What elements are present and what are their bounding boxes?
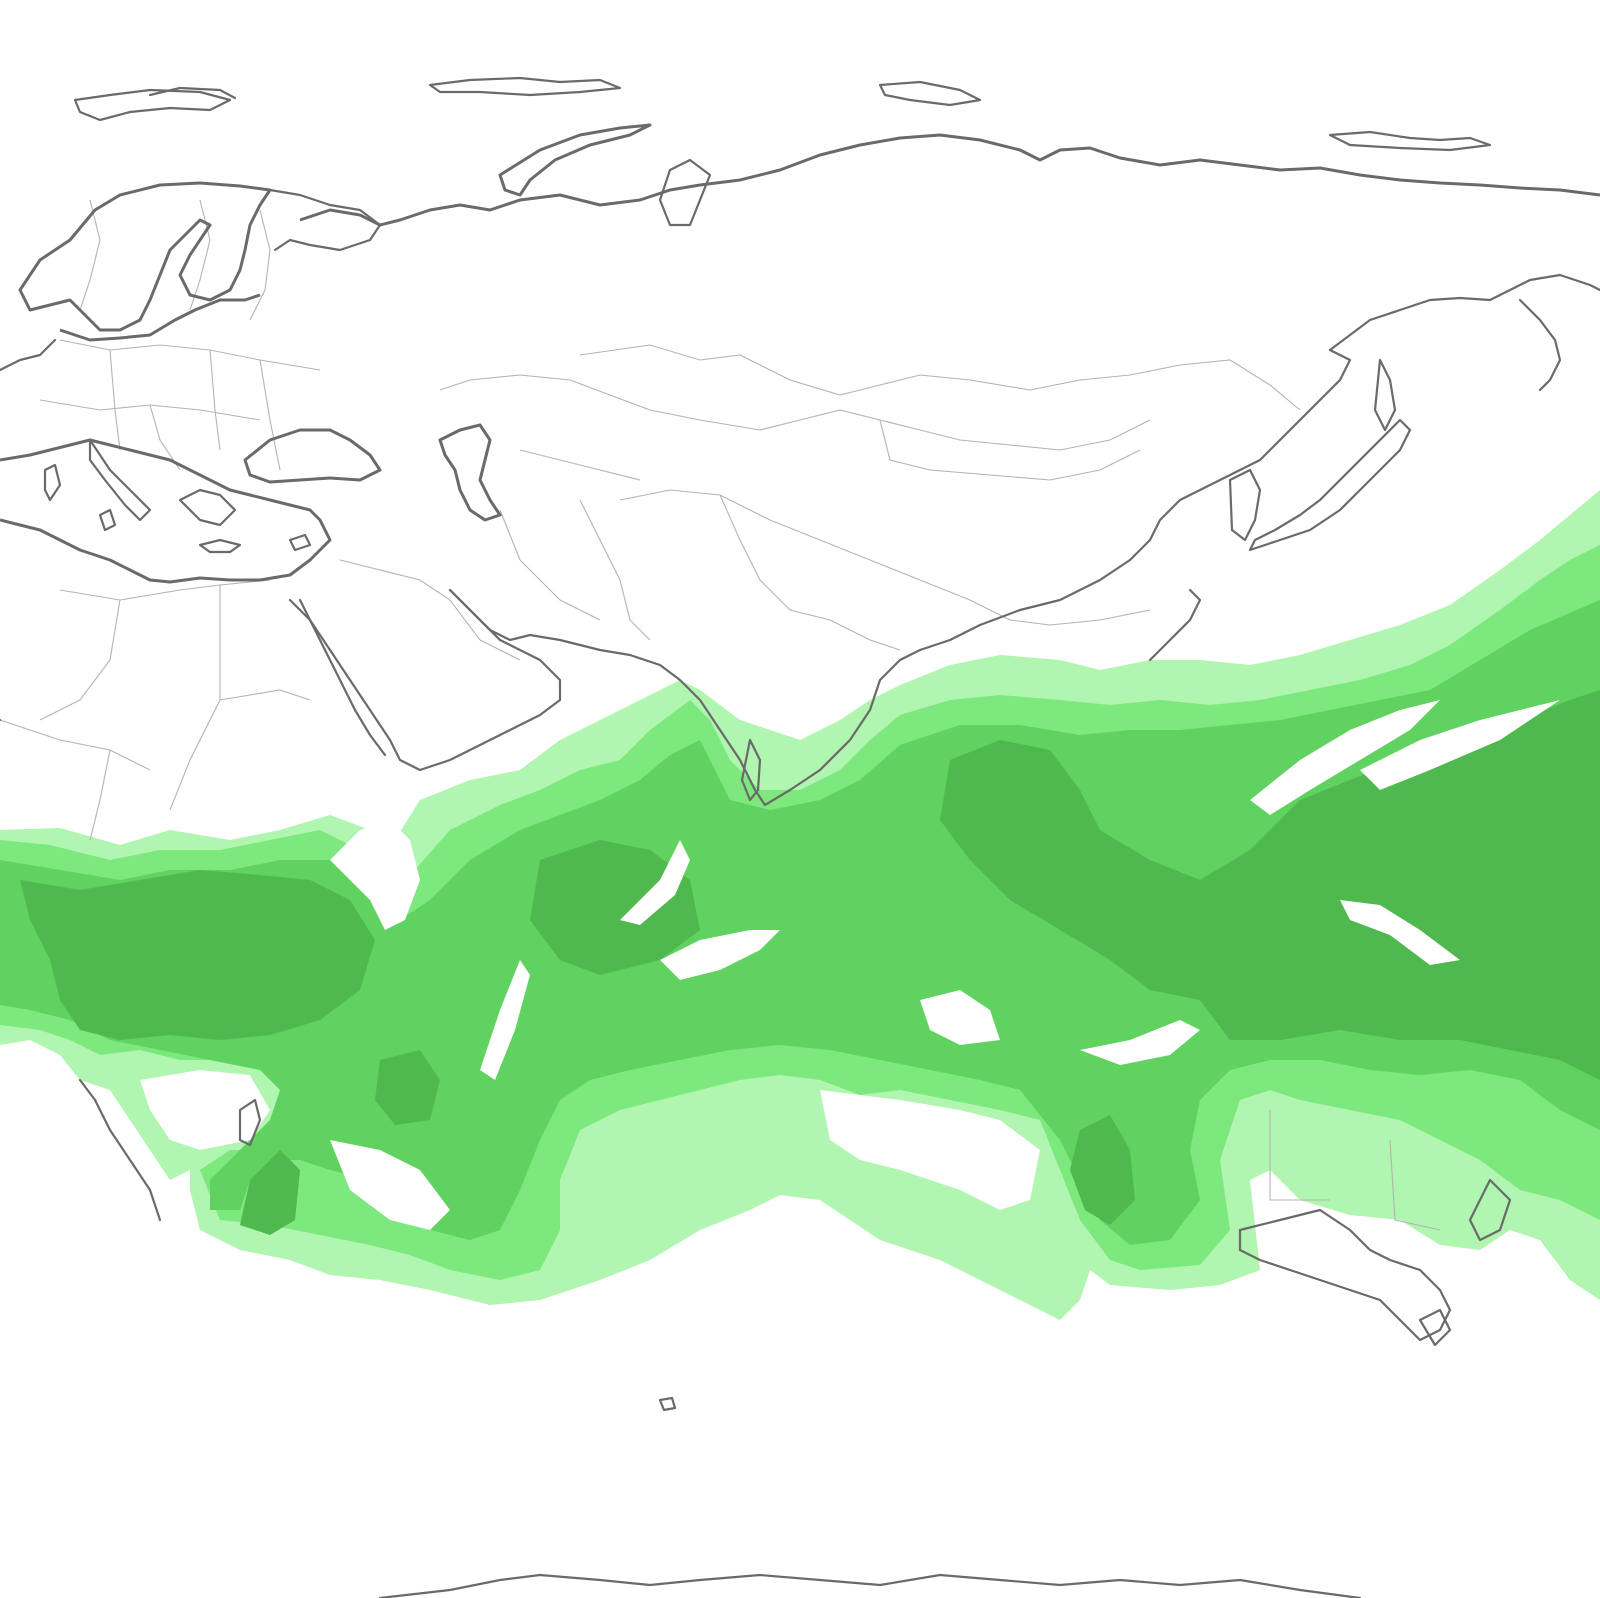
contour-gap-streak-2 [1360,700,1560,790]
country-borders [0,199,1441,1231]
contour-gap-south-east [820,1090,1040,1210]
contour-level-4-west [20,870,375,1040]
contour-gap-streak-3 [1340,900,1460,965]
contour-gap-streak-1 [1250,700,1440,815]
coastlines [0,76,1600,1598]
contour-gap-mid-3 [1080,1020,1200,1065]
contour-level-4-south-a [240,1150,300,1235]
contour-gap-streak-5 [480,960,530,1080]
contour-level-4-australia [1070,1115,1135,1225]
contour-level-4-south-b [375,1050,440,1125]
contour-fill [0,490,1600,1320]
contour-gap-arabia [330,820,420,930]
contour-gap-mid-1 [660,930,780,980]
contour-gap-south [330,1140,450,1230]
contour-level-4-central [530,840,700,975]
contour-level-4-east [940,690,1600,1080]
contour-gap-mid-2 [920,990,1000,1045]
contour-gap-sw [140,1070,270,1150]
contour-gap-streak-4 [620,840,690,925]
